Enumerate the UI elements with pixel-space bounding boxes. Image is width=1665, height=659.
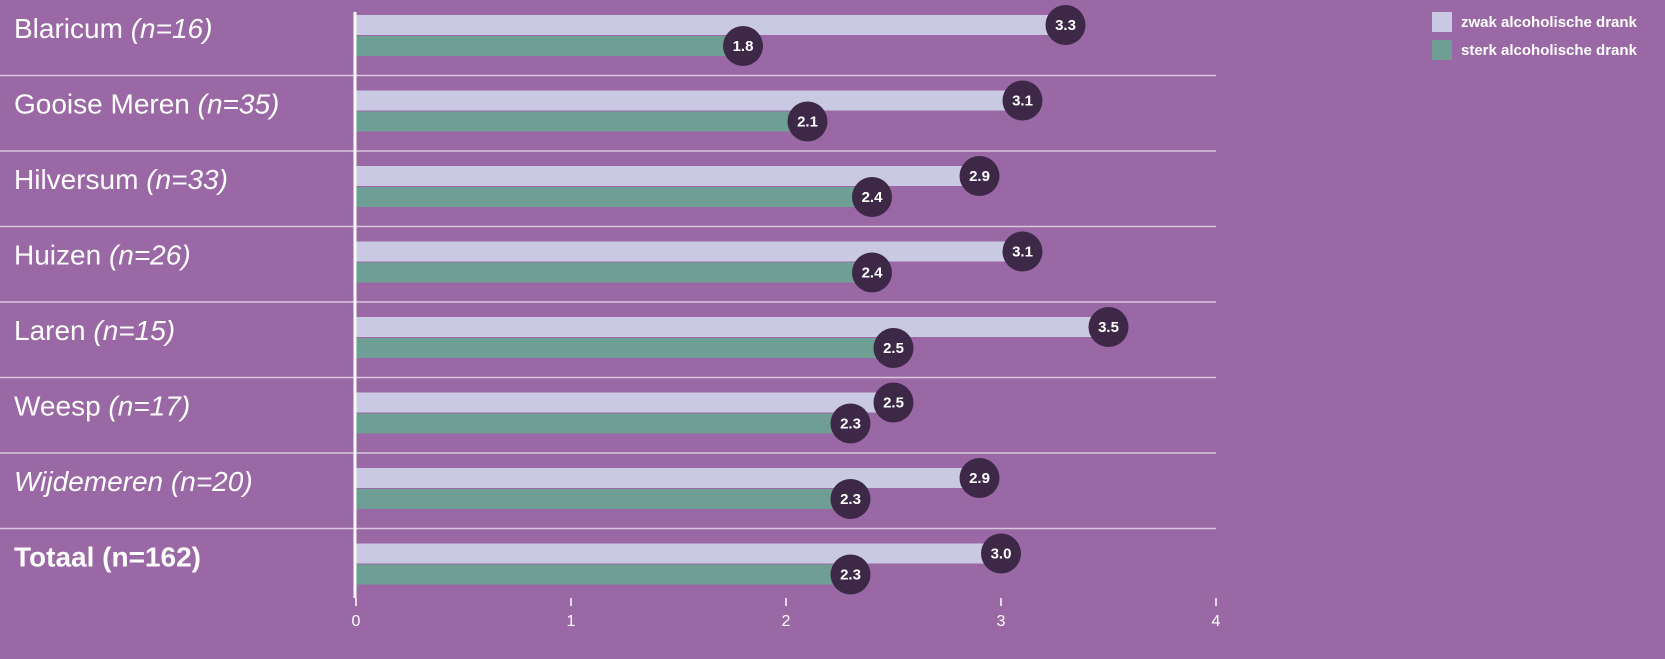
bar-zwak xyxy=(356,468,980,488)
bar-zwak xyxy=(356,166,980,186)
value-bubble xyxy=(873,328,914,368)
legend-label: zwak alcoholische drank xyxy=(1461,14,1638,31)
category-n: (n=33) xyxy=(146,164,228,195)
category-label: Wijdemeren (n=20) xyxy=(14,466,253,497)
x-tick-label: 1 xyxy=(567,613,576,630)
bar-sterk xyxy=(356,111,808,132)
category-name: Blaricum xyxy=(14,13,131,44)
legend-swatch-zwak xyxy=(1432,12,1452,32)
bar-sterk xyxy=(356,338,894,358)
category-label: Blaricum (n=16) xyxy=(14,13,212,44)
category-name: Huizen xyxy=(14,240,109,271)
category-n: (n=15) xyxy=(93,315,175,346)
category-n: (n=26) xyxy=(109,240,191,271)
value-bubble xyxy=(1002,80,1043,121)
value-label: 3.5 xyxy=(1098,319,1119,336)
value-bubble xyxy=(981,533,1021,574)
value-label: 3.3 xyxy=(1055,17,1076,34)
value-label: 3.0 xyxy=(991,546,1012,563)
value-bubble xyxy=(959,458,1000,498)
category-label: Totaal (n=162) xyxy=(14,542,201,573)
value-label: 2.3 xyxy=(840,416,861,433)
value-label: 2.4 xyxy=(862,189,884,206)
value-bubble xyxy=(873,382,914,423)
value-label: 2.3 xyxy=(840,567,861,584)
value-label: 2.4 xyxy=(862,265,884,282)
value-bubble xyxy=(1088,307,1129,347)
bar-sterk xyxy=(356,564,851,585)
category-n: (n=17) xyxy=(108,391,190,422)
bar-sterk xyxy=(356,36,743,56)
category-label: Laren (n=15) xyxy=(14,315,175,346)
value-bubble xyxy=(959,156,1000,196)
legend: zwak alcoholische drank sterk alcoholisch… xyxy=(1432,12,1638,60)
x-tick-label: 3 xyxy=(997,613,1006,630)
bar-sterk xyxy=(356,262,872,283)
category-name: Hilversum xyxy=(14,164,146,195)
category-label: Hilversum (n=33) xyxy=(14,164,228,195)
category-n: (n=162) xyxy=(102,542,201,573)
bar-sterk xyxy=(356,187,872,207)
bar-sterk xyxy=(356,413,851,434)
bar-zwak xyxy=(356,392,894,413)
value-label: 2.5 xyxy=(883,395,904,412)
x-tick-label: 0 xyxy=(352,613,361,630)
row-dividers xyxy=(0,74,1216,530)
bar-zwak xyxy=(356,15,1066,35)
x-tick-label: 4 xyxy=(1212,613,1221,630)
bar-zwak xyxy=(356,90,1023,111)
bar-zwak xyxy=(356,543,1001,564)
value-bubble xyxy=(1045,5,1086,45)
category-n: (n=35) xyxy=(198,89,280,120)
category-name: Wijdemeren xyxy=(14,466,171,497)
value-label: 1.8 xyxy=(733,38,754,55)
category-n: (n=20) xyxy=(171,466,253,497)
category-label: Huizen (n=26) xyxy=(14,240,191,271)
category-label: Gooise Meren (n=35) xyxy=(14,89,279,120)
bar-zwak xyxy=(356,241,1023,262)
value-bubble xyxy=(723,26,763,66)
category-n: (n=16) xyxy=(131,13,213,44)
value-label: 2.1 xyxy=(797,114,818,131)
legend-swatch-sterk xyxy=(1432,40,1452,60)
value-label: 3.1 xyxy=(1012,244,1033,261)
value-labels: 3.3 1.8 3.1 2.1 2.9 2.4 3.1 2.4 3.5 2.5 2.5 2.3 2.9 2… xyxy=(723,5,1129,595)
value-label: 2.5 xyxy=(883,340,904,357)
value-label: 2.3 xyxy=(840,491,861,508)
bar-sterk xyxy=(356,489,851,509)
category-labels: Blaricum (n=16) Gooise Meren (n=35) Hilver… xyxy=(14,13,279,573)
value-bubble xyxy=(852,177,892,217)
value-bubble xyxy=(852,252,892,293)
value-bubble xyxy=(787,101,828,142)
x-axis: 0 1 2 3 4 xyxy=(352,12,1221,630)
value-bubble xyxy=(830,479,871,519)
category-name: Laren xyxy=(14,315,93,346)
category-name: Totaal xyxy=(14,542,102,573)
value-label: 3.1 xyxy=(1012,93,1033,110)
value-bubble xyxy=(1002,231,1043,272)
value-label: 2.9 xyxy=(969,470,990,487)
category-name: Weesp xyxy=(14,391,108,422)
value-label: 2.9 xyxy=(969,168,990,185)
bar-zwak xyxy=(356,317,1109,337)
legend-label: sterk alcoholische drank xyxy=(1461,42,1638,59)
bars-group xyxy=(356,15,1109,585)
x-tick-label: 2 xyxy=(782,613,791,630)
value-bubble xyxy=(830,554,871,595)
value-bubble xyxy=(830,403,871,444)
category-name: Gooise Meren xyxy=(14,89,198,120)
category-label: Weesp (n=17) xyxy=(14,391,190,422)
